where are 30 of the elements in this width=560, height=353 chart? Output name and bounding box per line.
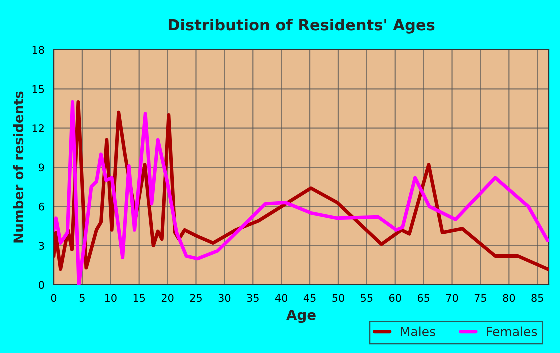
x-axis-title: Age bbox=[286, 310, 316, 324]
y-tick-label: 6 bbox=[39, 202, 44, 211]
legend-label: Females bbox=[487, 326, 538, 336]
y-tick-label: 15 bbox=[32, 86, 44, 94]
x-tick-label: 0 bbox=[51, 294, 57, 302]
y-tick-label: 3 bbox=[39, 242, 44, 250]
y-tick-label: 9 bbox=[39, 164, 44, 172]
y-tick-label: 18 bbox=[32, 46, 44, 54]
legend-label: Males bbox=[401, 326, 436, 336]
x-tick-label: 5 bbox=[80, 294, 85, 302]
x-tick-label: 75 bbox=[474, 294, 486, 302]
x-tick-label: 55 bbox=[361, 294, 373, 302]
x-tick-label: 30 bbox=[218, 294, 231, 302]
y-tick-label: 12 bbox=[32, 124, 44, 132]
x-tick-label: 85 bbox=[532, 294, 544, 302]
x-tick-label: 65 bbox=[418, 294, 430, 302]
x-tick-label: 50 bbox=[332, 294, 344, 302]
x-tick-label: 15 bbox=[134, 294, 146, 302]
y-axis-title: Number of residents bbox=[13, 92, 24, 243]
x-tick-label: 35 bbox=[247, 294, 259, 302]
x-tick-label: 45 bbox=[304, 294, 316, 302]
x-tick-label: 60 bbox=[389, 294, 402, 302]
x-tick-label: 25 bbox=[190, 294, 202, 302]
y-tick-label: 0 bbox=[39, 281, 44, 290]
x-tick-label: 10 bbox=[105, 294, 117, 302]
x-tick-label: 40 bbox=[275, 294, 288, 302]
chart-title: Distribution of Residents' Ages bbox=[168, 18, 435, 34]
x-tick-label: 80 bbox=[503, 294, 516, 302]
x-tick-label: 20 bbox=[162, 294, 174, 302]
x-tick-label: 70 bbox=[446, 294, 458, 302]
